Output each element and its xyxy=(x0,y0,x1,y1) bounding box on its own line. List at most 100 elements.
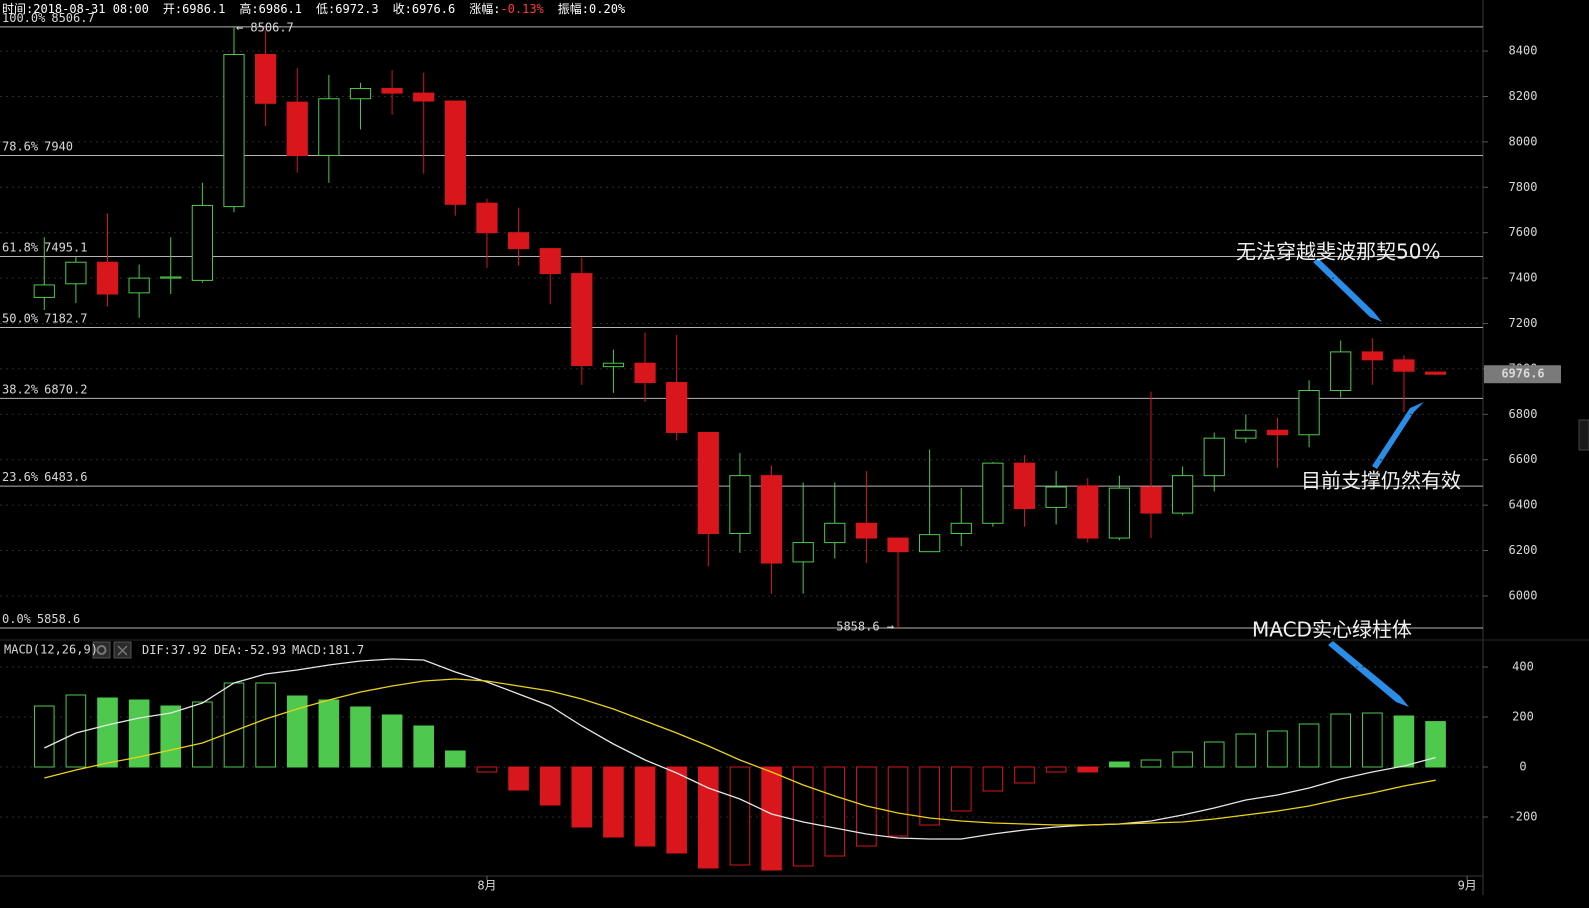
macd-bar xyxy=(792,766,814,867)
fib-label: 61.8% 7495.1 xyxy=(2,240,87,254)
macd-bar xyxy=(950,766,972,812)
macd-bar xyxy=(1203,741,1225,768)
macd-bar xyxy=(350,706,371,768)
y-tick-label: 6800 xyxy=(1509,407,1538,421)
macd-bar xyxy=(666,766,687,854)
macd-bar xyxy=(634,766,656,847)
fib-label: 50.0% 7182.7 xyxy=(2,311,87,325)
macd-bar xyxy=(824,766,846,857)
y-tick-label: 7200 xyxy=(1509,316,1538,330)
candle-body xyxy=(1266,429,1289,436)
y-tick-label: 7600 xyxy=(1509,225,1538,239)
callout-arrow xyxy=(1372,402,1424,469)
side-tab[interactable] xyxy=(1578,419,1589,451)
header-value: 6976.6 xyxy=(412,2,455,16)
candle-body xyxy=(381,88,403,94)
candle-body xyxy=(855,522,878,539)
header-label: 高: xyxy=(239,1,258,16)
y-tick-label: 400 xyxy=(1512,660,1534,674)
macd-bar xyxy=(1014,766,1035,784)
x-tick-label: 8月 xyxy=(477,879,496,893)
macd-bar xyxy=(255,682,276,768)
candle-body xyxy=(539,248,561,275)
candle-body xyxy=(919,534,941,553)
y-tick-label: 8000 xyxy=(1509,134,1538,148)
macd-bar xyxy=(1362,712,1383,768)
candle-body xyxy=(223,53,245,208)
legend-name: DEA: xyxy=(214,643,243,657)
candle-body xyxy=(666,382,688,433)
legend-name: DIF: xyxy=(142,643,171,657)
macd-bar xyxy=(508,766,529,791)
x-tick-label: 9月 xyxy=(1458,879,1477,893)
macd-bar xyxy=(982,766,1004,792)
macd-bar xyxy=(1425,721,1446,768)
legend-value: 37.92 xyxy=(171,643,207,657)
candle-body xyxy=(602,362,625,368)
header-value: 0.20% xyxy=(589,2,626,16)
candle-body xyxy=(33,284,55,298)
macd-bar xyxy=(1045,766,1067,773)
macd-bar xyxy=(1393,715,1415,768)
fib-level: 61.8% xyxy=(2,240,39,254)
macd-bar xyxy=(1140,759,1162,768)
candle-body xyxy=(887,537,909,553)
candle-body xyxy=(286,101,308,157)
macd-bar xyxy=(761,766,782,871)
macd-bar xyxy=(603,766,624,838)
header-value: 2018-08-31 08:00 xyxy=(33,2,149,16)
header-label: 时间: xyxy=(2,2,33,16)
candle-body xyxy=(1424,371,1447,375)
header-value: 6986.1 xyxy=(259,2,302,16)
settings-icon-gear xyxy=(96,645,107,655)
macd-bar xyxy=(887,766,909,837)
macd-bar xyxy=(571,766,593,828)
candle-body xyxy=(1393,359,1415,372)
macd-bar xyxy=(318,699,340,768)
macd-bar xyxy=(445,750,466,768)
legend-item: DEA:-52.93 xyxy=(214,643,286,657)
candle-body xyxy=(1171,475,1194,514)
candle-body xyxy=(1235,429,1257,439)
macd-bar xyxy=(539,766,561,806)
candle-body xyxy=(1108,487,1130,539)
candle-body xyxy=(1140,486,1162,514)
callout-text: MACD实心绿柱体 xyxy=(1252,618,1412,642)
macd-bar xyxy=(476,766,498,773)
legend-item: DIF:37.92 xyxy=(142,643,207,657)
settings-icon[interactable] xyxy=(92,641,111,659)
candle-body xyxy=(1330,351,1352,391)
y-tick-label: 6400 xyxy=(1509,498,1538,512)
y-tick-label: 6600 xyxy=(1509,452,1538,466)
header-label: 涨幅: xyxy=(469,1,500,16)
y-tick-label: 8400 xyxy=(1509,44,1538,58)
header-label: 收: xyxy=(393,2,412,16)
callout-arrow xyxy=(1313,258,1382,322)
legend-name: MACD: xyxy=(292,643,328,657)
fib-level: 50.0% xyxy=(2,311,39,325)
candle-body xyxy=(254,53,277,104)
fib-label: 38.2% 6870.2 xyxy=(2,382,87,396)
candle-body xyxy=(824,522,846,544)
legend-value: -52.93 xyxy=(243,643,286,657)
candle-body xyxy=(349,88,372,100)
macd-bar xyxy=(1330,713,1352,768)
indicator-title: MACD(12,26,9) xyxy=(4,643,98,657)
candle-body xyxy=(444,100,466,205)
candle-body xyxy=(571,273,593,367)
fib-level: 23.6% xyxy=(2,470,39,484)
fib-level: 0.0% xyxy=(2,612,32,626)
candle-body xyxy=(792,542,814,563)
y-tick-label: 6200 xyxy=(1509,543,1538,557)
macd-bar xyxy=(33,705,55,768)
macd-bar xyxy=(697,766,719,869)
macd-bar xyxy=(192,701,213,768)
candle-body xyxy=(507,232,530,250)
fib-level: 78.6% xyxy=(2,139,39,153)
legend-value: 181.7 xyxy=(328,643,364,657)
macd-bar xyxy=(1235,733,1257,768)
close-icon-cross xyxy=(117,645,128,656)
fib-price: 5858.6 xyxy=(37,612,80,626)
candle-body xyxy=(1203,437,1225,477)
